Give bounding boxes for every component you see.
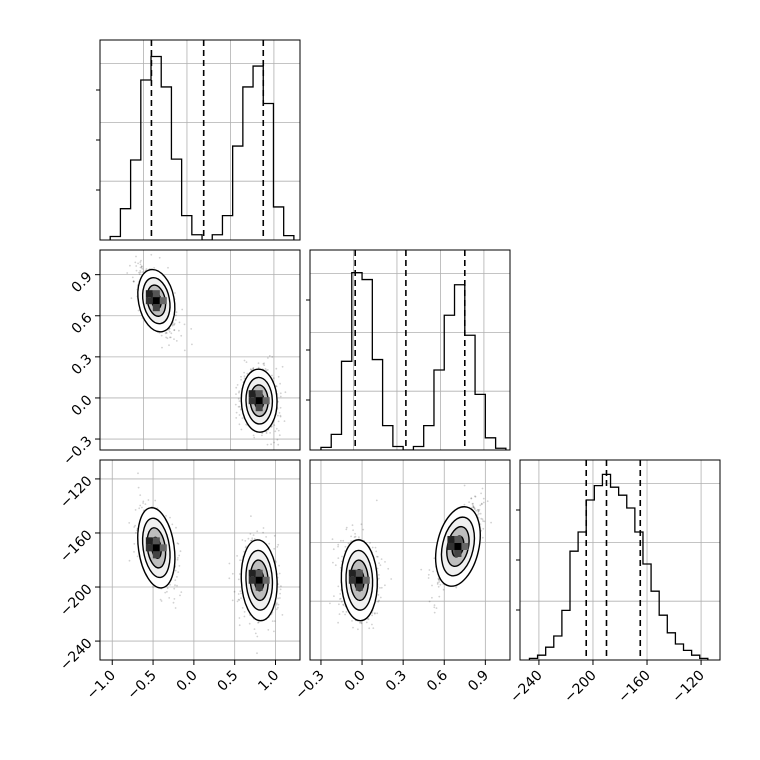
density-core xyxy=(248,390,270,412)
x-tick-label: −1.0 xyxy=(84,668,119,703)
plot-area xyxy=(310,460,510,660)
y-tick-label: −160 xyxy=(57,527,96,566)
plot-area xyxy=(100,250,300,450)
x-tick-label: −0.5 xyxy=(125,668,160,703)
y-tick-label: 0.9 xyxy=(69,269,96,296)
axes-frame xyxy=(99,249,301,451)
x-tick-label: −0.3 xyxy=(292,668,327,703)
histogram-step xyxy=(528,473,709,660)
density-core xyxy=(145,537,167,559)
x-tick-label: 0.9 xyxy=(465,668,492,695)
panel-row2-col0: −240 −200 −160 −120 −1.0 −0.5 0.0 0.5 1.0 xyxy=(57,459,301,703)
axes-frame xyxy=(99,459,301,661)
x-tick-label: −200 xyxy=(561,668,600,707)
density-core xyxy=(348,569,370,591)
plot-area xyxy=(100,460,300,660)
density-core xyxy=(248,569,270,591)
axes-frame xyxy=(519,459,721,661)
x-tick-label: −240 xyxy=(507,668,546,707)
plot-area xyxy=(520,460,720,660)
axes-frame xyxy=(309,459,511,661)
histogram-step xyxy=(109,55,295,240)
x-tick-label: 0.0 xyxy=(342,668,369,695)
plot-area xyxy=(100,40,300,240)
y-tick-label: −200 xyxy=(57,581,96,620)
panel-row1-col1 xyxy=(306,249,511,451)
y-tick-label: 0.3 xyxy=(69,351,96,378)
axes-frame xyxy=(99,39,301,241)
x-tick-label: 0.0 xyxy=(174,668,201,695)
density-core xyxy=(145,290,167,312)
x-tick-label: −120 xyxy=(669,668,708,707)
panel-row0-col0 xyxy=(96,39,301,241)
y-tick-label: −0.3 xyxy=(60,433,95,468)
x-tick-label: 0.5 xyxy=(214,668,241,695)
plot-area xyxy=(310,250,510,450)
density-core xyxy=(447,535,469,557)
axes-frame xyxy=(309,249,511,451)
x-tick-label: 1.0 xyxy=(255,668,282,695)
y-tick-label: 0.0 xyxy=(69,392,96,419)
y-tick-label: −120 xyxy=(57,473,96,512)
x-tick-label: 0.6 xyxy=(424,667,451,694)
x-tick-label: −160 xyxy=(615,668,654,707)
y-tick-label: 0.6 xyxy=(69,310,96,337)
histogram-step xyxy=(320,271,507,450)
x-tick-label: 0.3 xyxy=(383,668,410,695)
panel-row2-col1: −0.3 0.0 0.3 0.6 0.9 xyxy=(292,459,511,703)
y-tick-label: −240 xyxy=(57,635,96,674)
panel-row1-col0: −0.3 0.0 0.3 0.6 0.9 xyxy=(60,249,301,469)
panel-row2-col2: −240 −200 −160 −120 xyxy=(507,459,721,707)
